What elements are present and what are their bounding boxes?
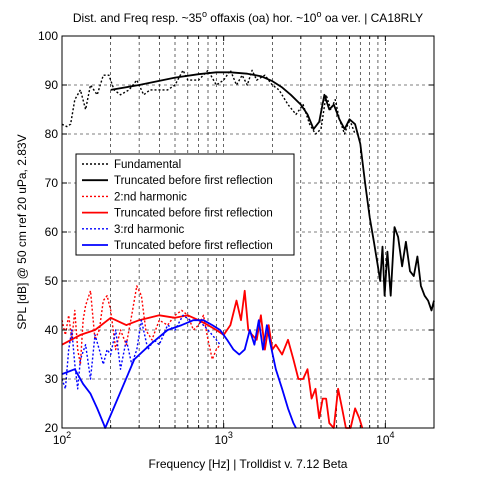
x-tick-label-base: 10 bbox=[376, 433, 390, 447]
y-tick-label: 80 bbox=[45, 127, 59, 141]
chart-title-end: oa ver. | CA18RLY bbox=[322, 11, 424, 25]
legend-label-2: Truncated before first reflection bbox=[114, 175, 273, 187]
legend-label-1: Fundamental bbox=[114, 159, 181, 171]
x-tick-labels: 102 103 104 bbox=[53, 430, 395, 447]
chart-title-mid: offaxis (oa) hor. ~10 bbox=[207, 11, 317, 25]
chart-title-sup2: o bbox=[316, 9, 321, 19]
chart-title-sup1: o bbox=[202, 9, 207, 19]
y-tick-label: 50 bbox=[45, 274, 59, 288]
x-tick-label-base: 10 bbox=[214, 433, 228, 447]
x-tick-label: 102 bbox=[53, 430, 71, 447]
y-tick-label: 30 bbox=[45, 372, 59, 386]
x-tick-label-exp: 2 bbox=[66, 430, 71, 440]
legend-label-5: 3:rd harmonic bbox=[114, 224, 185, 236]
x-tick-label: 103 bbox=[214, 430, 232, 447]
y-tick-label: 40 bbox=[45, 323, 59, 337]
x-tick-label-base: 10 bbox=[53, 433, 67, 447]
series-line-3 bbox=[61, 285, 221, 365]
series-line-2 bbox=[110, 71, 435, 312]
y-tick-labels: 20 30 40 50 60 70 80 90 100 bbox=[38, 29, 58, 435]
y-tick-label: 90 bbox=[45, 78, 59, 92]
legend-label-4: Truncated before first reflection bbox=[114, 208, 273, 220]
x-axis-label: Frequency [Hz] | Trolldist v. 7.12 Beta bbox=[149, 457, 348, 471]
axis-ticks bbox=[62, 35, 434, 429]
series-line-6 bbox=[61, 319, 297, 429]
x-tick-label-exp: 4 bbox=[390, 430, 395, 440]
series-line-5 bbox=[61, 314, 221, 390]
series-group bbox=[61, 69, 435, 429]
chart-title: Dist. and Freq resp. ~35o offaxis (oa) h… bbox=[73, 9, 423, 25]
y-axis-label: SPL [dB] @ 50 cm ref 20 uPa, 2.83V bbox=[15, 134, 29, 329]
x-tick-label-exp: 3 bbox=[228, 430, 233, 440]
chart-title-main: Dist. and Freq resp. ~35 bbox=[73, 11, 202, 25]
series-line-4 bbox=[61, 289, 364, 429]
series-line-1 bbox=[61, 69, 356, 135]
y-tick-label: 70 bbox=[45, 176, 59, 190]
legend-box bbox=[75, 153, 295, 256]
y-tick-label: 60 bbox=[45, 225, 59, 239]
legend-label-6: Truncated before first reflection bbox=[114, 240, 273, 252]
y-tick-label: 100 bbox=[38, 29, 58, 43]
legend: Fundamental Truncated before first reflec… bbox=[75, 153, 295, 256]
legend-label-3: 2:nd harmonic bbox=[114, 191, 187, 203]
x-tick-label: 104 bbox=[376, 430, 394, 447]
y-tick-label: 20 bbox=[45, 421, 59, 435]
